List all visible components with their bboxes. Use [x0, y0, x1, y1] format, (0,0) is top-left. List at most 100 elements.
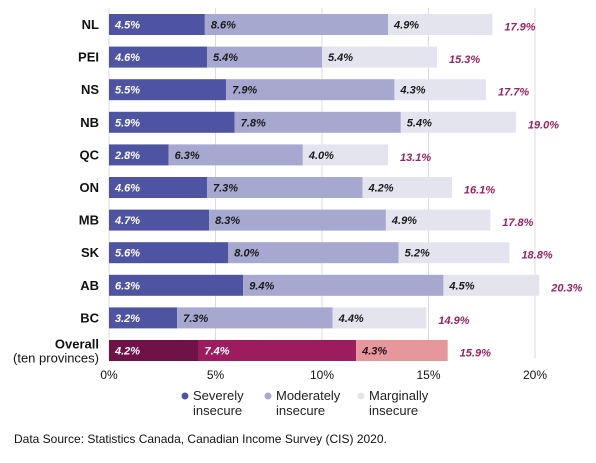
- x-tick-label: 20%: [523, 368, 547, 382]
- bar-severely-insecure: [109, 111, 235, 133]
- bar-marginally-insecure: [356, 340, 448, 361]
- segment-value-label: 6.3%: [175, 150, 200, 162]
- legend-swatch: [181, 392, 189, 400]
- bar-moderately-insecure: [206, 177, 363, 198]
- segment-value-label: 2.8%: [114, 150, 140, 162]
- bar-moderately-insecure: [168, 144, 303, 166]
- bar-severely-insecure: [109, 340, 199, 361]
- legend-label-line1: Marginally: [369, 388, 429, 403]
- segment-value-label: 4.9%: [391, 215, 417, 227]
- category-label: BC: [80, 310, 99, 325]
- x-tick-label: 5%: [207, 368, 225, 382]
- category-label: QC: [80, 147, 100, 162]
- total-value-label: 17.7%: [498, 87, 529, 99]
- legend-label-line2: insecure: [276, 403, 325, 418]
- segment-value-label: 5.4%: [328, 52, 353, 64]
- bar-moderately-insecure: [206, 46, 322, 68]
- stacked-bar-chart: NL 4.5% 8.6% 4.9% 17.9% PEI 4.6% 5.4% 5.4% 15.3% N…: [13, 8, 583, 418]
- total-value-label: 20.3%: [550, 282, 582, 294]
- segment-value-label: 4.2%: [367, 183, 393, 195]
- segment-value-label: 5.5%: [115, 85, 140, 97]
- x-tick-label: 10%: [310, 368, 334, 382]
- legend-label-line2: insecure: [193, 403, 242, 418]
- segment-value-label: 4.2%: [114, 346, 140, 358]
- bar-marginally-insecure: [385, 209, 491, 231]
- segment-value-label: 8.6%: [211, 20, 236, 32]
- segment-value-label: 7.3%: [213, 183, 238, 195]
- total-value-label: 16.1%: [464, 185, 495, 197]
- bar-moderately-insecure: [204, 14, 389, 35]
- bar-severely-insecure: [109, 144, 169, 166]
- segment-value-label: 7.9%: [232, 85, 257, 97]
- category-label: AB: [80, 278, 99, 293]
- x-axis: 0% 5% 10% 15% 20%: [100, 368, 547, 382]
- total-value-label: 14.9%: [438, 315, 469, 327]
- x-tick-label: 0%: [100, 368, 118, 382]
- segment-value-label: 5.9%: [115, 117, 140, 129]
- total-value-label: 17.9%: [504, 22, 535, 34]
- total-value-label: 15.3%: [449, 54, 480, 66]
- segment-value-label: 7.8%: [241, 117, 266, 129]
- legend-swatch: [264, 392, 272, 400]
- segment-value-label: 4.7%: [114, 215, 140, 227]
- bar-severely-insecure: [109, 14, 205, 35]
- category-label: ON: [80, 180, 100, 195]
- total-value-label: 13.1%: [400, 152, 431, 164]
- category-label: SK: [81, 245, 100, 260]
- bar-severely-insecure: [109, 209, 210, 231]
- data-source-note: Data Source: Statistics Canada, Canadian…: [14, 432, 387, 446]
- segment-value-label: 7.3%: [183, 313, 208, 325]
- bar-marginally-insecure: [398, 242, 510, 264]
- legend-label-line1: Severely: [193, 388, 244, 403]
- segment-value-label: 5.4%: [407, 117, 432, 129]
- bar-moderately-insecure: [228, 242, 399, 264]
- segment-value-label: 5.6%: [115, 248, 140, 260]
- bar-severely-insecure: [109, 79, 227, 101]
- bar-severely-insecure: [109, 307, 178, 329]
- x-tick-label: 15%: [416, 368, 440, 382]
- bar-marginally-insecure: [362, 177, 452, 198]
- legend: SeverelyinsecureModeratelyinsecureMargin…: [181, 388, 429, 418]
- category-label: NS: [81, 82, 99, 97]
- total-value-label: 17.8%: [502, 217, 533, 229]
- segment-value-label: 4.6%: [114, 52, 140, 64]
- segment-value-label: 3.2%: [115, 313, 140, 325]
- segment-value-label: 8.0%: [234, 248, 259, 260]
- total-value-label: 15.9%: [460, 348, 491, 360]
- bars: [109, 14, 540, 361]
- bar-marginally-insecure: [394, 79, 487, 101]
- bar-moderately-insecure: [198, 340, 357, 361]
- category-label: NB: [80, 115, 99, 130]
- category-label: PEI: [78, 50, 99, 65]
- bar-moderately-insecure: [226, 79, 395, 101]
- bar-marginally-insecure: [400, 111, 516, 133]
- segment-value-label: 4.3%: [361, 346, 387, 358]
- category-label: MB: [79, 213, 99, 228]
- bar-moderately-insecure: [243, 274, 444, 296]
- segment-value-label: 4.3%: [399, 85, 425, 97]
- bar-moderately-insecure: [234, 111, 401, 133]
- segment-value-label: 4.5%: [448, 280, 474, 292]
- legend-label-line2: insecure: [369, 403, 418, 418]
- legend-label-line1: Moderately: [276, 388, 341, 403]
- bar-severely-insecure: [109, 274, 244, 296]
- segment-value-label: 8.3%: [215, 215, 240, 227]
- total-value-label: 18.8%: [521, 250, 552, 262]
- category-sublabel: (ten provinces): [13, 351, 99, 366]
- segment-value-label: 4.0%: [308, 150, 334, 162]
- category-label: Overall: [55, 337, 99, 352]
- labels: NL 4.5% 8.6% 4.9% 17.9% PEI 4.6% 5.4% 5.4% 15.3% N…: [13, 17, 583, 366]
- bar-marginally-insecure: [302, 144, 389, 166]
- bar-marginally-insecure: [332, 307, 427, 329]
- segment-value-label: 5.4%: [213, 52, 238, 64]
- segment-value-label: 9.4%: [249, 280, 274, 292]
- bar-severely-insecure: [109, 242, 229, 264]
- segment-value-label: 6.3%: [115, 280, 140, 292]
- segment-value-label: 4.6%: [114, 183, 140, 195]
- bar-marginally-insecure: [388, 14, 493, 35]
- category-label: NL: [82, 17, 99, 32]
- segment-value-label: 4.5%: [114, 20, 140, 32]
- segment-value-label: 5.2%: [405, 248, 430, 260]
